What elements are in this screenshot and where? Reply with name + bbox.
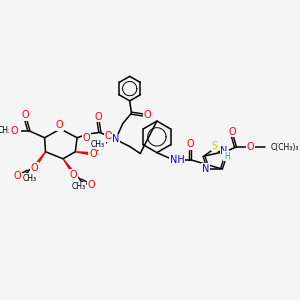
Text: C(CH₃)₃: C(CH₃)₃ xyxy=(271,143,299,152)
Text: CH₃: CH₃ xyxy=(23,174,37,183)
Text: O: O xyxy=(83,133,91,143)
Text: O: O xyxy=(143,110,151,120)
Text: O: O xyxy=(70,169,77,180)
Text: O: O xyxy=(89,148,97,158)
Polygon shape xyxy=(75,152,89,154)
Text: O: O xyxy=(94,112,102,122)
Text: CH₃: CH₃ xyxy=(91,140,105,149)
Text: O: O xyxy=(186,139,194,149)
Text: O: O xyxy=(14,171,21,181)
Text: O: O xyxy=(30,163,38,172)
Text: O: O xyxy=(87,180,95,190)
Text: O: O xyxy=(247,142,254,152)
Polygon shape xyxy=(36,152,46,165)
Text: N: N xyxy=(220,146,228,156)
Text: O: O xyxy=(10,126,18,136)
Text: N: N xyxy=(112,134,119,145)
Text: H: H xyxy=(224,152,230,160)
Text: O: O xyxy=(228,127,236,136)
Text: N: N xyxy=(202,164,209,174)
Text: O: O xyxy=(105,131,112,141)
Text: CH₃: CH₃ xyxy=(0,126,11,135)
Text: CH₃: CH₃ xyxy=(72,182,86,191)
Text: S: S xyxy=(212,141,218,151)
Text: O: O xyxy=(22,110,29,120)
Text: O: O xyxy=(56,120,63,130)
Text: NH: NH xyxy=(170,154,184,165)
Polygon shape xyxy=(63,159,73,172)
